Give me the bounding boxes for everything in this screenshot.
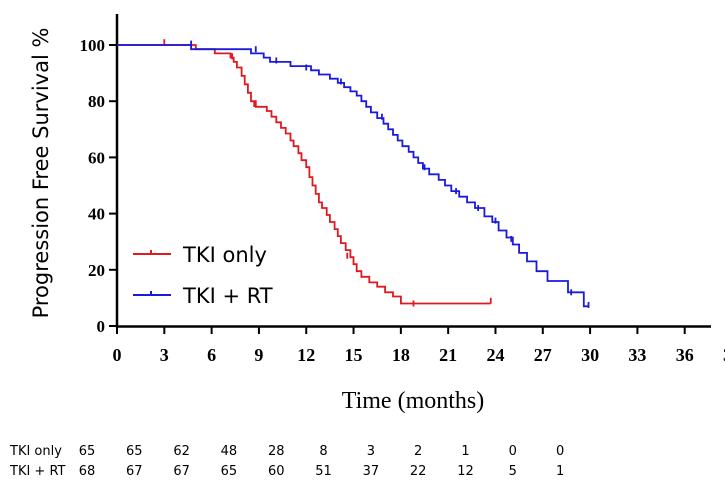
x-tick-label: 0 xyxy=(113,345,122,365)
risk-row-label-tki-only: TKI only xyxy=(9,444,62,459)
risk-value: 62 xyxy=(173,444,190,459)
y-tick-label: 0 xyxy=(97,317,106,336)
risk-values: 65 65 62 48 28 8 3 2 1 0 068 67 67 65 60 51 37 22 12 5 1 xyxy=(79,444,565,479)
risk-value: 28 xyxy=(268,444,285,459)
x-tick-label: 18 xyxy=(392,345,410,365)
risk-value: 1 xyxy=(461,444,469,459)
risk-table: TKI only TKI + RT 65 65 62 48 28 8 3 2 1 0 0 68 67 67… xyxy=(9,444,564,479)
x-tick-label: 9 xyxy=(254,345,263,365)
risk-value: 0 xyxy=(509,444,517,459)
risk-value: 68 xyxy=(79,464,96,479)
y-tick-label: 80 xyxy=(88,92,105,111)
x-tick-label: 21 xyxy=(439,345,457,365)
y-tick-label: 60 xyxy=(88,148,105,167)
risk-value: 8 xyxy=(319,444,327,459)
x-tick-label: 24 xyxy=(486,345,504,365)
y-tick-label: 100 xyxy=(80,36,106,55)
series-line-tki-rt xyxy=(117,44,589,308)
risk-value: 2 xyxy=(414,444,422,459)
x-tick-label: 36 xyxy=(676,345,694,365)
legend-label-tki-only: TKI only xyxy=(182,243,267,267)
risk-value: 37 xyxy=(363,464,380,479)
x-ticks: 036912151821242730333639 xyxy=(113,326,725,365)
series-line-tki-only xyxy=(117,44,491,305)
risk-value: 12 xyxy=(457,464,474,479)
risk-value: 51 xyxy=(315,464,332,479)
risk-value: 65 xyxy=(221,464,238,479)
legend-label-tki-rt: TKI + RT xyxy=(182,284,273,308)
x-tick-label: 39 xyxy=(723,345,725,365)
risk-value: 48 xyxy=(221,444,238,459)
y-tick-label: 40 xyxy=(88,205,105,224)
x-tick-label: 30 xyxy=(581,345,599,365)
x-tick-label: 15 xyxy=(345,345,363,365)
risk-value: 67 xyxy=(126,464,143,479)
risk-value: 65 xyxy=(79,444,96,459)
risk-value: 0 xyxy=(556,444,564,459)
risk-value: 22 xyxy=(410,464,427,479)
risk-value: 67 xyxy=(173,464,190,479)
y-tick-label: 20 xyxy=(88,261,105,280)
risk-value: 60 xyxy=(268,464,285,479)
x-tick-label: 6 xyxy=(207,345,216,365)
risk-value: 3 xyxy=(367,444,375,459)
y-ticks: 0 20 40 60 80 100 xyxy=(80,36,117,336)
x-tick-label: 12 xyxy=(297,345,315,365)
x-tick-label: 3 xyxy=(160,345,169,365)
survival-curves xyxy=(117,39,590,308)
x-axis-title: Time (months) xyxy=(342,388,484,414)
x-tick-label: 33 xyxy=(628,345,646,365)
risk-value: 1 xyxy=(556,464,564,479)
x-tick-label: 27 xyxy=(534,345,552,365)
legend: TKI only TKI + RT xyxy=(133,243,273,308)
risk-value: 5 xyxy=(509,464,517,479)
risk-row-label-tki-rt: TKI + RT xyxy=(9,464,66,479)
risk-value: 65 xyxy=(126,444,143,459)
y-axis-title: Progression Free Survival % xyxy=(29,28,53,319)
